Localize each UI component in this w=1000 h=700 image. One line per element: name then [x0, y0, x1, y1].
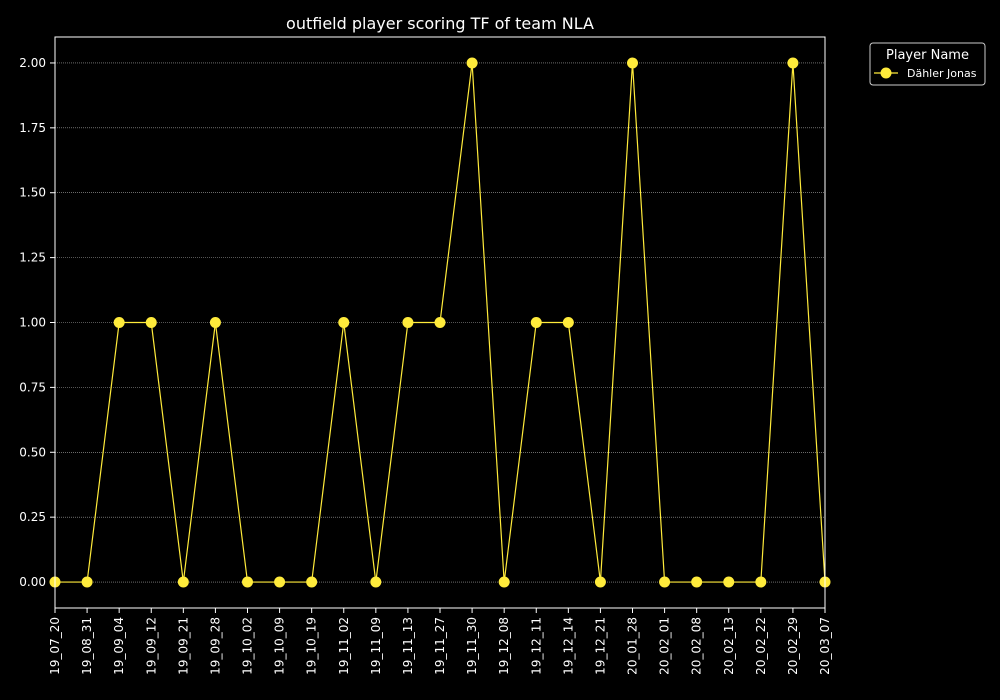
y-tick-label: 0.25 [19, 510, 46, 524]
data-point [209, 317, 221, 328]
x-tick-label: 20_02_13 [722, 617, 736, 675]
x-tick-label: 19_11_27 [433, 617, 447, 675]
data-point [498, 576, 510, 588]
data-point [370, 576, 382, 588]
x-tick-label: 19_12_14 [561, 617, 575, 675]
data-point [306, 576, 318, 588]
data-point [274, 576, 286, 588]
x-tick-label: 19_11_02 [337, 617, 351, 675]
data-point [434, 317, 446, 328]
data-point [627, 57, 638, 69]
x-tick-label: 19_09_28 [208, 617, 222, 675]
x-tick-label: 19_12_21 [593, 617, 607, 675]
x-tick-label: 20_02_29 [786, 617, 800, 675]
x-tick-label: 19_11_30 [465, 617, 479, 675]
data-point [659, 576, 671, 588]
legend-marker [880, 67, 892, 79]
data-point [723, 576, 735, 588]
x-tick-label: 20_02_22 [754, 617, 768, 675]
data-point [562, 317, 574, 328]
data-point [242, 576, 253, 588]
data-point [787, 57, 799, 69]
data-point [113, 317, 125, 328]
data-point [81, 576, 93, 588]
data-point [145, 317, 157, 328]
chart-title: outfield player scoring TF of team NLA [286, 14, 594, 33]
legend-box [869, 42, 986, 86]
x-tick-label: 19_11_13 [401, 617, 415, 675]
data-point [530, 317, 542, 328]
x-tick-label: 19_11_09 [369, 617, 383, 675]
y-tick-label: 0.50 [19, 445, 46, 459]
data-point [177, 576, 189, 588]
data-point [691, 576, 703, 588]
y-axis-ticks: 0.00 0.25 0.50 0.75 1.00 1.25 1.50 1.75 2.00 [19, 56, 55, 589]
data-point [755, 576, 767, 588]
x-tick-label: 19_09_04 [112, 617, 126, 675]
y-tick-label: 1.50 [19, 186, 46, 200]
data-point [594, 576, 606, 588]
x-tick-label: 19_10_09 [273, 617, 287, 675]
y-tick-label: 0.00 [19, 575, 46, 589]
x-tick-label: 19_10_19 [305, 617, 319, 675]
x-tick-label: 19_12_08 [497, 617, 511, 675]
x-tick-label: 20_03_07 [818, 617, 832, 675]
x-tick-label: 20_01_28 [626, 617, 640, 675]
x-tick-label: 19_10_02 [241, 617, 255, 675]
x-tick-label: 19_08_31 [80, 617, 94, 675]
y-tick-label: 1.75 [19, 121, 46, 135]
x-tick-label: 19_07_20 [48, 617, 62, 675]
x-tick-label: 19_12_11 [529, 617, 543, 675]
x-tick-label: 20_02_08 [690, 617, 704, 675]
legend-title: Player Name [886, 48, 969, 63]
y-tick-label: 2.00 [19, 56, 46, 70]
y-tick-label: 1.00 [19, 316, 46, 330]
data-point [466, 57, 478, 69]
x-tick-label: 20_02_01 [658, 617, 672, 675]
plot-frame [54, 36, 826, 609]
legend: Player Name Dähler Jonas [869, 42, 986, 86]
x-tick-label: 19_09_21 [176, 617, 190, 675]
x-tick-label: 19_09_12 [144, 617, 158, 675]
series-layer [49, 57, 831, 588]
data-point [338, 317, 350, 328]
x-axis-ticks: 19_07_20 19_08_31 19_09_04 19_09_12 19_09_21… [48, 608, 832, 675]
legend-entry-label: Dähler Jonas [907, 67, 977, 80]
y-tick-label: 0.75 [19, 380, 46, 394]
data-point [402, 317, 414, 328]
y-tick-label: 1.25 [19, 251, 46, 265]
